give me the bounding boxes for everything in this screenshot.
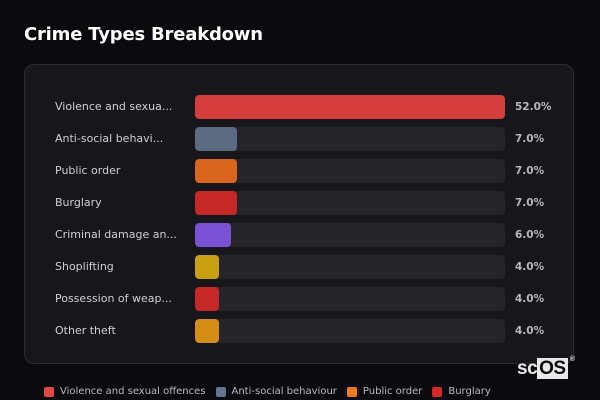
bar-label: Other theft xyxy=(55,324,116,337)
bar-label: Violence and sexua... xyxy=(55,100,173,113)
bar-value: 7.0% xyxy=(515,197,545,209)
bar-row: Public order 7.0% xyxy=(25,159,575,183)
legend-swatch-icon xyxy=(432,386,443,397)
bar-track xyxy=(195,319,505,343)
chart-legend: Violence and sexual offences Anti-social … xyxy=(44,386,491,397)
legend-label: Burglary xyxy=(448,386,491,397)
bar-row: Violence and sexua... 52.0% xyxy=(25,95,575,119)
bar-row: Possession of weap... 4.0% xyxy=(25,287,575,311)
legend-label: Anti-social behaviour xyxy=(231,386,337,397)
legend-label: Public order xyxy=(362,386,423,397)
bar-fill[interactable] xyxy=(195,223,231,247)
bar-fill[interactable] xyxy=(195,159,237,183)
bar-track xyxy=(195,127,505,151)
legend-item[interactable]: Public order xyxy=(346,386,423,397)
bar-label: Shoplifting xyxy=(55,260,114,273)
bar-track xyxy=(195,191,505,215)
bar-row: Other theft 4.0% xyxy=(25,319,575,343)
bar-fill[interactable] xyxy=(195,127,237,151)
legend-label: Violence and sexual offences xyxy=(60,386,206,397)
legend-item[interactable]: Burglary xyxy=(432,386,491,397)
bar-fill[interactable] xyxy=(195,95,505,119)
bar-row: Burglary 7.0% xyxy=(25,191,575,215)
bar-label: Criminal damage an... xyxy=(55,228,177,241)
legend-swatch-icon xyxy=(346,386,357,397)
logo-prefix: sc xyxy=(517,358,538,379)
bar-fill[interactable] xyxy=(195,287,219,311)
bar-row: Anti-social behavi... 7.0% xyxy=(25,127,575,151)
registered-mark-icon: ® xyxy=(569,356,575,363)
bar-row: Criminal damage an... 6.0% xyxy=(25,223,575,247)
bar-value: 6.0% xyxy=(515,229,545,241)
bar-value: 4.0% xyxy=(515,325,545,337)
bar-value: 4.0% xyxy=(515,293,545,305)
legend-swatch-icon xyxy=(44,386,54,397)
logo-highlight: OS xyxy=(537,358,568,379)
bar-label: Anti-social behavi... xyxy=(55,132,164,145)
page-title: Crime Types Breakdown xyxy=(24,24,263,45)
chart-panel: Violence and sexua... 52.0% Anti-social be… xyxy=(24,64,574,364)
bar-fill[interactable] xyxy=(195,319,219,343)
bar-value: 52.0% xyxy=(515,101,552,113)
bar-value: 7.0% xyxy=(515,165,545,177)
bar-track xyxy=(195,159,505,183)
bar-value: 4.0% xyxy=(515,261,545,273)
bar-track xyxy=(195,95,505,119)
bar-track xyxy=(195,223,505,247)
bar-fill[interactable] xyxy=(195,191,237,215)
bar-row: Shoplifting 4.0% xyxy=(25,255,575,279)
bar-track xyxy=(195,255,505,279)
scos-logo: sc OS ® xyxy=(517,356,575,380)
bar-label: Burglary xyxy=(55,196,102,209)
bar-label: Possession of weap... xyxy=(55,292,172,305)
legend-item[interactable]: Anti-social behaviour xyxy=(215,386,337,397)
bar-label: Public order xyxy=(55,164,121,177)
bar-fill[interactable] xyxy=(195,255,219,279)
legend-item[interactable]: Violence and sexual offences xyxy=(44,386,206,397)
bar-value: 7.0% xyxy=(515,133,545,145)
legend-swatch-icon xyxy=(215,386,226,397)
bar-track xyxy=(195,287,505,311)
